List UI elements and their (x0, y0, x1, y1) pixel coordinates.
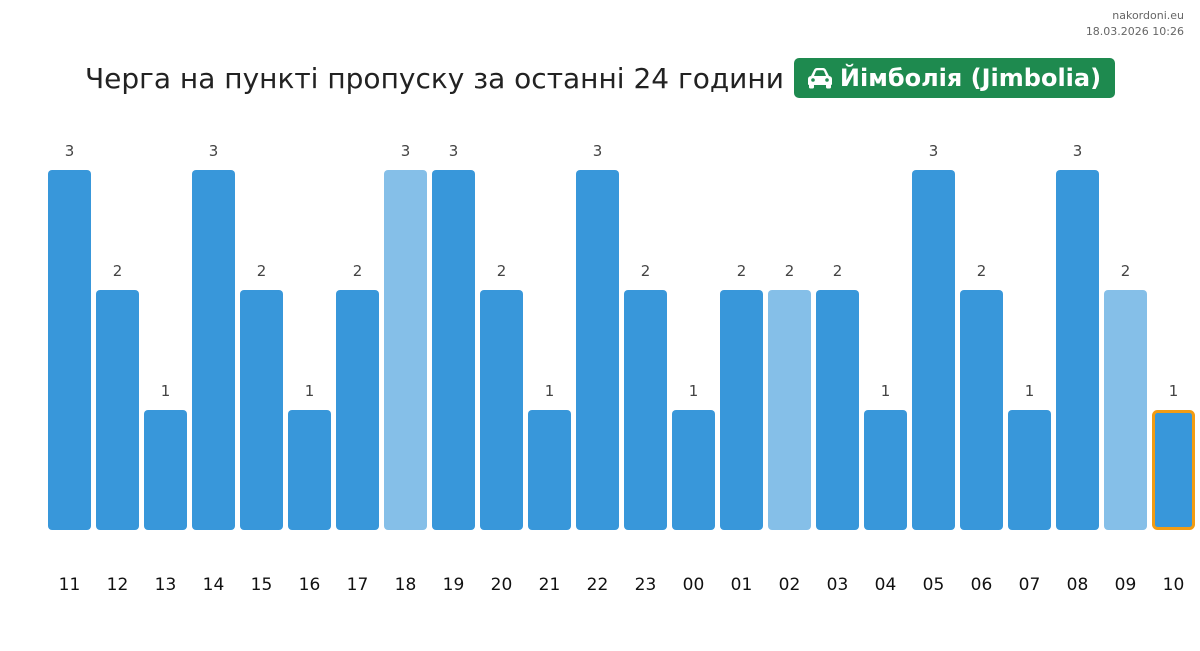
bar-value-label: 2 (353, 262, 363, 280)
bar (1056, 170, 1099, 530)
bar-value-label: 3 (929, 142, 939, 160)
x-tick-label: 16 (299, 575, 321, 595)
bar-value-label: 1 (689, 382, 699, 400)
site-name: nakordoni.eu (1112, 9, 1184, 22)
chart-title: Черга на пункті пропуску за останні 24 г… (84, 61, 784, 95)
bar (480, 290, 523, 530)
chart-header: Черга на пункті пропуску за останні 24 г… (0, 58, 1200, 98)
x-tick-label: 18 (395, 575, 417, 595)
x-tick-label: 01 (731, 575, 753, 595)
x-tick-label: 09 (1115, 575, 1137, 595)
bar (288, 410, 331, 530)
x-tick-label: 15 (251, 575, 273, 595)
bar-value-label: 3 (65, 142, 75, 160)
x-tick-label: 03 (827, 575, 849, 595)
bar-value-label: 1 (161, 382, 171, 400)
bar (144, 410, 187, 530)
bar-value-label: 2 (497, 262, 507, 280)
x-tick-label: 20 (491, 575, 513, 595)
bar (1104, 290, 1147, 530)
bar (960, 290, 1003, 530)
bar-value-label: 3 (209, 142, 219, 160)
x-tick-label: 10 (1163, 575, 1185, 595)
x-tick-label: 11 (59, 575, 81, 595)
bar (432, 170, 475, 530)
x-tick-label: 23 (635, 575, 657, 595)
x-tick-label: 17 (347, 575, 369, 595)
x-tick-label: 22 (587, 575, 609, 595)
bar (48, 170, 91, 530)
x-tick-label: 02 (779, 575, 801, 595)
bar-value-label: 2 (257, 262, 267, 280)
bar-value-label: 3 (593, 142, 603, 160)
bar (240, 290, 283, 530)
x-tick-label: 04 (875, 575, 897, 595)
bar (96, 290, 139, 530)
bar-value-label: 1 (1169, 382, 1179, 400)
car-icon (806, 67, 834, 89)
bar-value-label: 2 (641, 262, 651, 280)
bar-value-label: 2 (737, 262, 747, 280)
bar-value-label: 2 (113, 262, 123, 280)
x-tick-label: 07 (1019, 575, 1041, 595)
bar (912, 170, 955, 530)
bar (624, 290, 667, 530)
bar (384, 170, 427, 530)
bar-value-label: 3 (1073, 142, 1083, 160)
meta-info: nakordoni.eu 18.03.2026 10:26 (1086, 8, 1184, 40)
bar-value-label: 3 (449, 142, 459, 160)
bar (336, 290, 379, 530)
bar (576, 170, 619, 530)
bar-value-label: 2 (1121, 262, 1131, 280)
bar-value-label: 1 (1025, 382, 1035, 400)
x-tick-label: 19 (443, 575, 465, 595)
bar-current-hour (1152, 410, 1195, 530)
bar-value-label: 2 (833, 262, 843, 280)
x-tick-label: 21 (539, 575, 561, 595)
bar (720, 290, 763, 530)
bar-value-label: 2 (785, 262, 795, 280)
bar-value-label: 1 (881, 382, 891, 400)
bar (864, 410, 907, 530)
x-tick-label: 06 (971, 575, 993, 595)
bar (768, 290, 811, 530)
timestamp: 18.03.2026 10:26 (1085, 25, 1184, 38)
bar (1008, 410, 1051, 530)
bar (672, 410, 715, 530)
bar-value-label: 2 (977, 262, 987, 280)
x-tick-label: 05 (923, 575, 945, 595)
bar-value-label: 1 (545, 382, 555, 400)
x-tick-label: 08 (1067, 575, 1089, 595)
x-tick-label: 12 (107, 575, 129, 595)
x-tick-label: 14 (203, 575, 225, 595)
bar (528, 410, 571, 530)
x-tick-label: 00 (683, 575, 705, 595)
bar (816, 290, 859, 530)
checkpoint-badge: Йімболія (Jimbolia) (793, 58, 1116, 98)
bar (192, 170, 235, 530)
x-tick-label: 13 (155, 575, 177, 595)
bar-value-label: 3 (401, 142, 411, 160)
checkpoint-name: Йімболія (Jimbolia) (839, 64, 1102, 92)
bar-value-label: 1 (305, 382, 315, 400)
